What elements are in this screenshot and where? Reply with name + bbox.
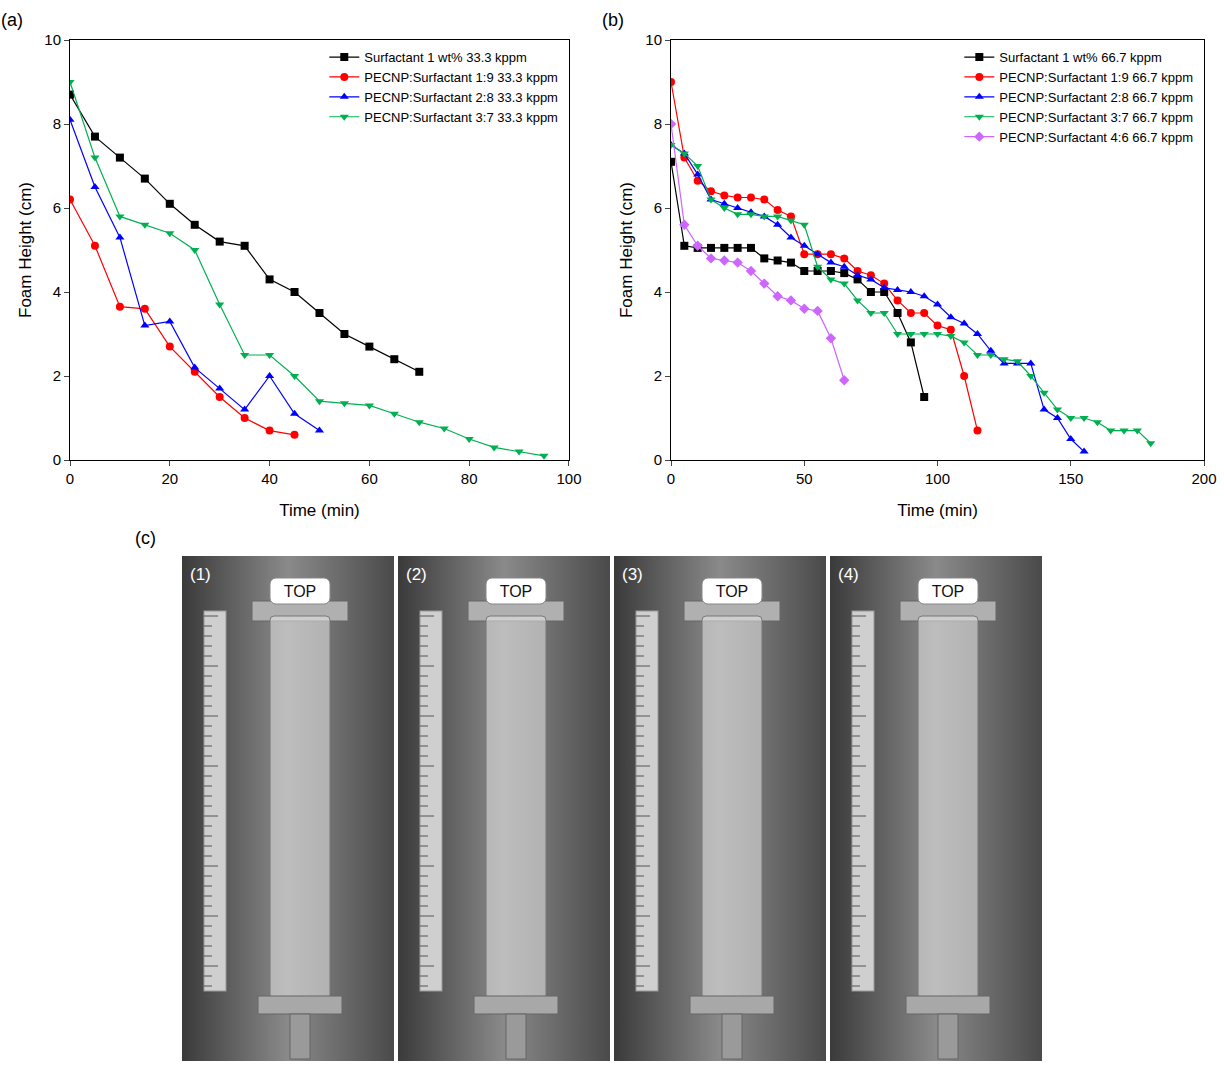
- svg-text:Foam Height (cm): Foam Height (cm): [16, 182, 35, 318]
- svg-text:0: 0: [667, 470, 675, 487]
- svg-text:(3): (3): [622, 565, 643, 584]
- svg-text:Foam Height (cm): Foam Height (cm): [617, 182, 636, 318]
- svg-text:20: 20: [161, 470, 178, 487]
- svg-text:PECNP:Surfactant 1:9 66.7 kppm: PECNP:Surfactant 1:9 66.7 kppm: [999, 70, 1193, 85]
- svg-text:4: 4: [654, 283, 662, 300]
- svg-text:2: 2: [53, 367, 61, 384]
- svg-text:6: 6: [654, 199, 662, 216]
- svg-text:0: 0: [53, 451, 61, 468]
- svg-text:PECNP:Surfactant 3:7 66.7 kppm: PECNP:Surfactant 3:7 66.7 kppm: [999, 110, 1193, 125]
- svg-text:TOP: TOP: [284, 583, 317, 600]
- svg-text:200: 200: [1191, 470, 1216, 487]
- svg-text:TOP: TOP: [716, 583, 749, 600]
- svg-text:(b): (b): [602, 10, 624, 30]
- svg-text:TOP: TOP: [500, 583, 533, 600]
- svg-text:8: 8: [654, 115, 662, 132]
- svg-text:TOP: TOP: [932, 583, 965, 600]
- svg-text:PECNP:Surfactant 3:7 33.3 kppm: PECNP:Surfactant 3:7 33.3 kppm: [364, 110, 558, 125]
- svg-text:100: 100: [925, 470, 950, 487]
- svg-text:Surfactant 1 wt% 33.3 kppm: Surfactant 1 wt% 33.3 kppm: [364, 50, 527, 65]
- svg-text:PECNP:Surfactant 2:8 66.7 kppm: PECNP:Surfactant 2:8 66.7 kppm: [999, 90, 1193, 105]
- svg-text:(c): (c): [135, 528, 156, 548]
- svg-text:(1): (1): [190, 565, 211, 584]
- svg-text:Time (min): Time (min): [897, 501, 978, 520]
- svg-text:PECNP:Surfactant 2:8 33.3 kppm: PECNP:Surfactant 2:8 33.3 kppm: [364, 90, 558, 105]
- svg-text:60: 60: [361, 470, 378, 487]
- svg-text:8: 8: [53, 115, 61, 132]
- svg-text:PECNP:Surfactant 1:9 33.3 kppm: PECNP:Surfactant 1:9 33.3 kppm: [364, 70, 558, 85]
- svg-text:10: 10: [645, 31, 662, 48]
- svg-text:PECNP:Surfactant 4:6 66.7 kppm: PECNP:Surfactant 4:6 66.7 kppm: [999, 130, 1193, 145]
- svg-text:2: 2: [654, 367, 662, 384]
- svg-text:150: 150: [1058, 470, 1083, 487]
- svg-text:100: 100: [556, 470, 581, 487]
- svg-text:0: 0: [654, 451, 662, 468]
- svg-text:40: 40: [261, 470, 278, 487]
- svg-text:80: 80: [461, 470, 478, 487]
- svg-text:10: 10: [44, 31, 61, 48]
- svg-text:Surfactant 1 wt% 66.7 kppm: Surfactant 1 wt% 66.7 kppm: [999, 50, 1162, 65]
- svg-text:(2): (2): [406, 565, 427, 584]
- svg-text:0: 0: [66, 470, 74, 487]
- svg-text:50: 50: [796, 470, 813, 487]
- svg-text:(a): (a): [1, 10, 23, 30]
- svg-text:6: 6: [53, 199, 61, 216]
- svg-text:4: 4: [53, 283, 61, 300]
- svg-text:(4): (4): [838, 565, 859, 584]
- svg-text:Time (min): Time (min): [279, 501, 360, 520]
